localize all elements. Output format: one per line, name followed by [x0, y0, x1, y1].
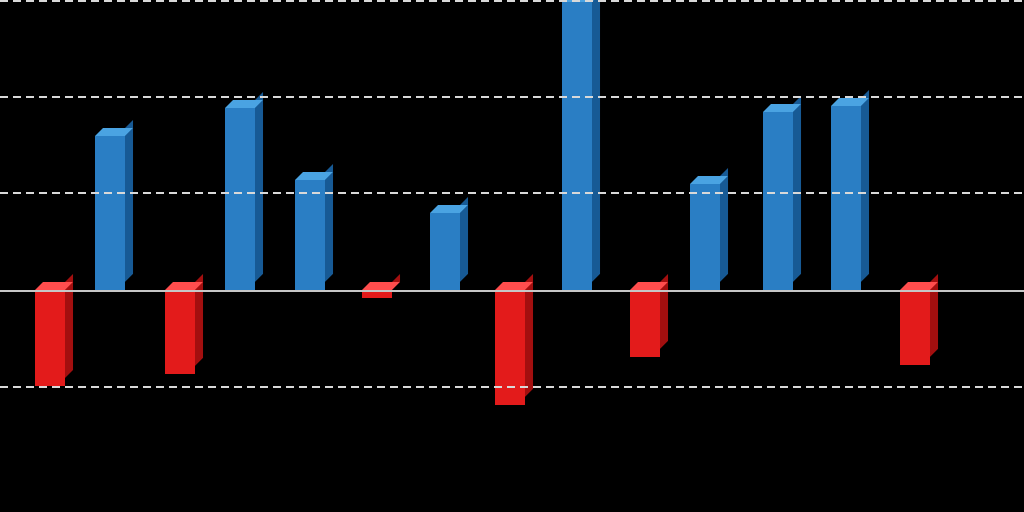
axis-baseline [0, 290, 1024, 292]
plot-area [10, 0, 1014, 512]
bar-positive [95, 136, 125, 290]
bar-positive [763, 112, 793, 290]
bar-negative [630, 290, 660, 357]
bar-positive [225, 108, 255, 290]
bar-negative [900, 290, 930, 365]
bar-chart [0, 0, 1024, 512]
bar-positive [562, 2, 592, 290]
bar-negative [35, 290, 65, 386]
bar-positive [430, 213, 460, 290]
gridline [0, 96, 1024, 98]
gridline [0, 386, 1024, 388]
bar-positive [831, 106, 861, 290]
bar-negative [165, 290, 195, 374]
bar-positive [295, 180, 325, 290]
gridline [0, 192, 1024, 194]
gridline [0, 0, 1024, 2]
bar-positive [690, 184, 720, 290]
